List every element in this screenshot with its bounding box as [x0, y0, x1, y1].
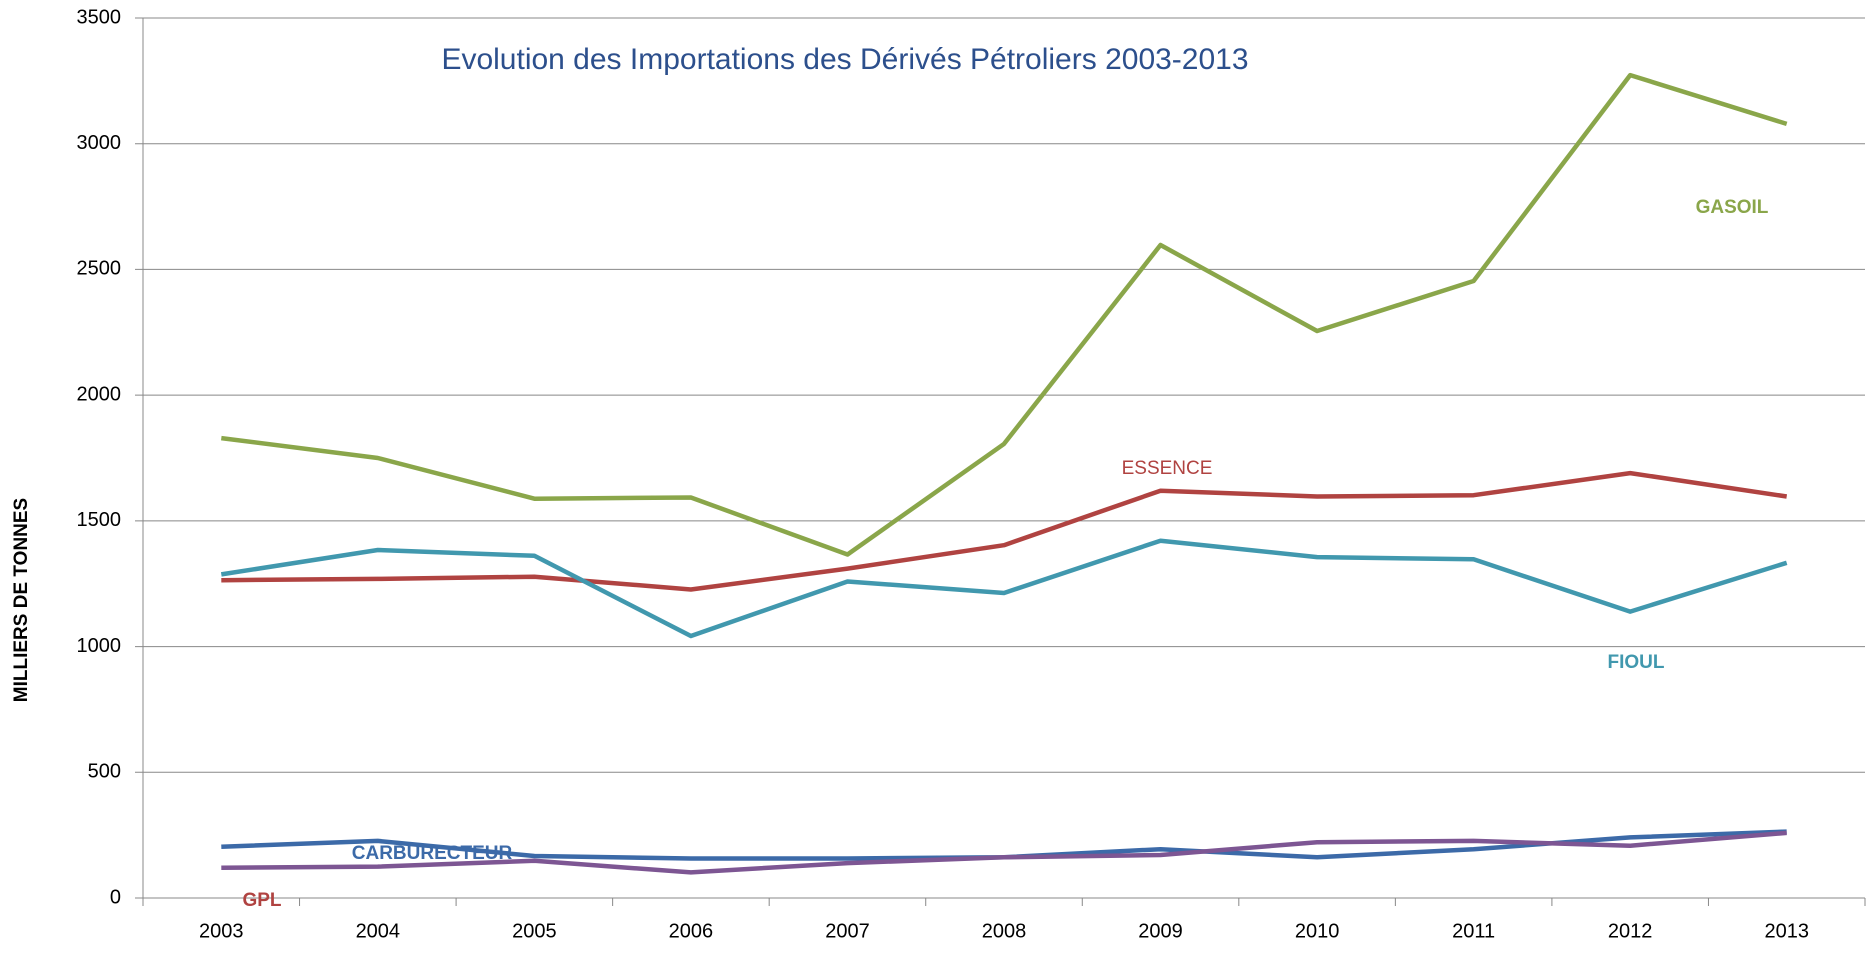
y-tick-label: 3500 — [77, 6, 122, 28]
x-tick-label: 2013 — [1764, 920, 1809, 942]
series-label: CARBURECTEUR — [352, 843, 513, 864]
series-label: GPL — [242, 890, 281, 911]
y-tick-label: 500 — [88, 761, 121, 783]
y-tick-label: 1000 — [77, 635, 122, 657]
y-tick-label: 2000 — [77, 383, 122, 405]
x-tick-label: 2011 — [1452, 920, 1495, 942]
series-line — [221, 470, 1788, 592]
y-axis-label: MILLIERS DE TONNES — [11, 498, 32, 702]
x-tick-label: 2008 — [982, 920, 1027, 942]
y-tick-label: 2500 — [77, 258, 122, 280]
series-label: GASOIL — [1696, 197, 1769, 218]
chart-title: Evolution des Importations des Dérivés P… — [441, 43, 1248, 76]
x-tick-label: 2003 — [199, 920, 244, 942]
y-tick-label: 3000 — [77, 132, 122, 154]
y-tick-label: 1500 — [77, 509, 122, 531]
y-tick-label: 0 — [110, 886, 121, 908]
series-line — [221, 72, 1788, 557]
series-label: ESSENCE — [1122, 458, 1213, 479]
x-tick-label: 2010 — [1295, 920, 1340, 942]
x-tick-label: 2012 — [1608, 920, 1653, 942]
x-tick-label: 2009 — [1138, 920, 1183, 942]
x-tick-label: 2007 — [825, 920, 870, 942]
x-tick-label: 2004 — [356, 920, 401, 942]
series-line — [221, 830, 1787, 875]
series-line — [220, 538, 1788, 639]
series-label: FIOUL — [1608, 652, 1665, 673]
x-tick-label: 2005 — [512, 920, 557, 942]
x-tick-label: 2006 — [669, 920, 714, 942]
